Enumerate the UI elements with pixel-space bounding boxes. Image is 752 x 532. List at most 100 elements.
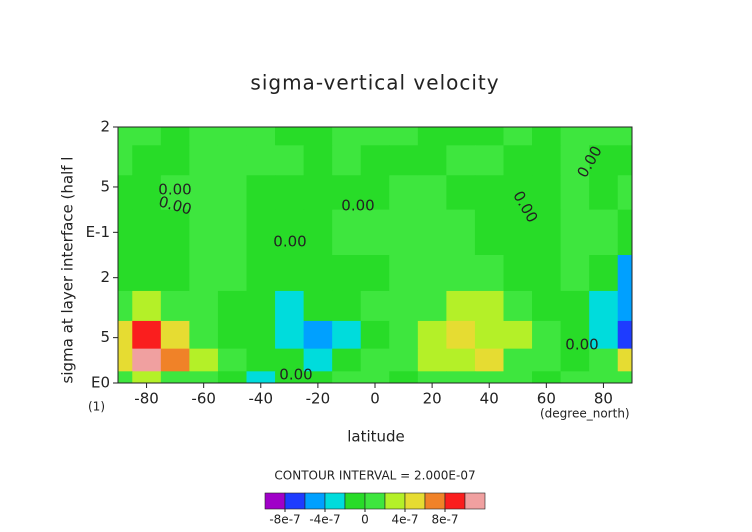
contour-cell — [217, 348, 247, 372]
contour-cell — [417, 348, 447, 372]
contour-cell — [189, 127, 219, 146]
contour-cell — [589, 145, 619, 176]
contour-cell — [474, 348, 504, 372]
contour-cell — [474, 127, 504, 146]
contour-cell — [160, 371, 190, 384]
contour-cell — [246, 127, 276, 146]
contour-cell — [532, 371, 562, 384]
contour-cell — [503, 127, 533, 146]
contour-cell — [389, 255, 419, 292]
contour-cell — [189, 175, 219, 211]
contour-cell — [503, 290, 533, 322]
contour-cell — [503, 145, 533, 176]
contour-cell — [532, 145, 562, 176]
contour-cell — [303, 175, 333, 211]
contour-cell — [389, 371, 419, 384]
colorbar-label: -8e-7 — [269, 513, 300, 527]
contour-cell — [275, 175, 305, 211]
contour-cell — [417, 255, 447, 292]
contour-cell — [589, 255, 619, 292]
contour-cell — [417, 145, 447, 176]
contour-cell — [532, 127, 562, 146]
contour-cell — [446, 255, 476, 292]
contour-cell — [417, 127, 447, 146]
contour-cell — [560, 175, 590, 211]
contour-cell — [189, 320, 219, 350]
contour-label: 0.00 — [341, 197, 374, 215]
contour-cell — [246, 145, 276, 176]
contour-cell — [118, 209, 133, 256]
contour-label: 0.00 — [279, 366, 312, 384]
contour-cell — [589, 290, 619, 322]
contour-cell — [446, 127, 476, 146]
contour-cell — [389, 175, 419, 211]
x-tick-label: -80 — [134, 390, 159, 408]
contour-cell — [532, 290, 562, 322]
contour-cell — [275, 371, 305, 384]
contour-cell — [332, 175, 362, 211]
contour-cell — [617, 145, 633, 176]
contour-cell — [560, 320, 590, 350]
contour-cell — [132, 371, 162, 384]
contour-cell — [589, 175, 619, 211]
contour-cell — [332, 371, 362, 384]
contour-cell — [617, 255, 633, 292]
contour-cell — [246, 255, 276, 292]
contour-cell — [560, 145, 590, 176]
contour-cell — [474, 255, 504, 292]
colorbar-box — [444, 492, 466, 510]
contour-cell — [217, 371, 247, 384]
contour-cell — [160, 175, 190, 211]
contour-cell — [303, 127, 333, 146]
contour-cell — [275, 290, 305, 322]
contour-cell — [446, 145, 476, 176]
contour-cell — [617, 348, 633, 372]
contour-cell — [132, 145, 162, 176]
contour-cell — [217, 175, 247, 211]
contour-cell — [217, 209, 247, 256]
x-tick-label: 0 — [370, 390, 380, 408]
contour-cell — [474, 209, 504, 256]
contour-cell — [532, 175, 562, 211]
contour-cell — [474, 145, 504, 176]
contour-cell — [332, 320, 362, 350]
contour-cell — [246, 371, 276, 384]
contour-cell — [360, 127, 390, 146]
contour-cell — [246, 175, 276, 211]
contour-cell — [303, 348, 333, 372]
contour-cell — [189, 145, 219, 176]
contour-cell — [332, 209, 362, 256]
contour-cell — [189, 371, 219, 384]
contour-cell — [118, 348, 133, 372]
contour-cell — [275, 348, 305, 372]
y-tick-label: E-1 — [86, 223, 110, 241]
contour-cell — [417, 320, 447, 350]
colorbar-label: 0 — [361, 513, 369, 527]
contour-cell — [275, 255, 305, 292]
colorbar-box — [344, 492, 366, 510]
contour-cell — [503, 348, 533, 372]
contour-cell — [560, 255, 590, 292]
x-tick-label: -60 — [191, 390, 216, 408]
contour-cell — [160, 145, 190, 176]
contour-cell — [389, 348, 419, 372]
contour-cell — [332, 348, 362, 372]
contour-cell — [617, 290, 633, 322]
contour-cell — [560, 209, 590, 256]
contour-cell — [275, 145, 305, 176]
contour-cell — [560, 348, 590, 372]
contour-cell — [617, 175, 633, 211]
contour-cell — [560, 371, 590, 384]
contour-cell — [617, 209, 633, 256]
contour-cell — [617, 371, 633, 384]
x-tick-label: 80 — [594, 390, 613, 408]
contour-cell — [360, 145, 390, 176]
contour-cell — [189, 209, 219, 256]
contour-cell — [303, 145, 333, 176]
contour-cell — [474, 290, 504, 322]
x-tick-label: -20 — [306, 390, 331, 408]
contour-cell — [160, 255, 190, 292]
colorbar-box — [324, 492, 346, 510]
x-tick-label: -40 — [249, 390, 274, 408]
contour-cell — [360, 371, 390, 384]
